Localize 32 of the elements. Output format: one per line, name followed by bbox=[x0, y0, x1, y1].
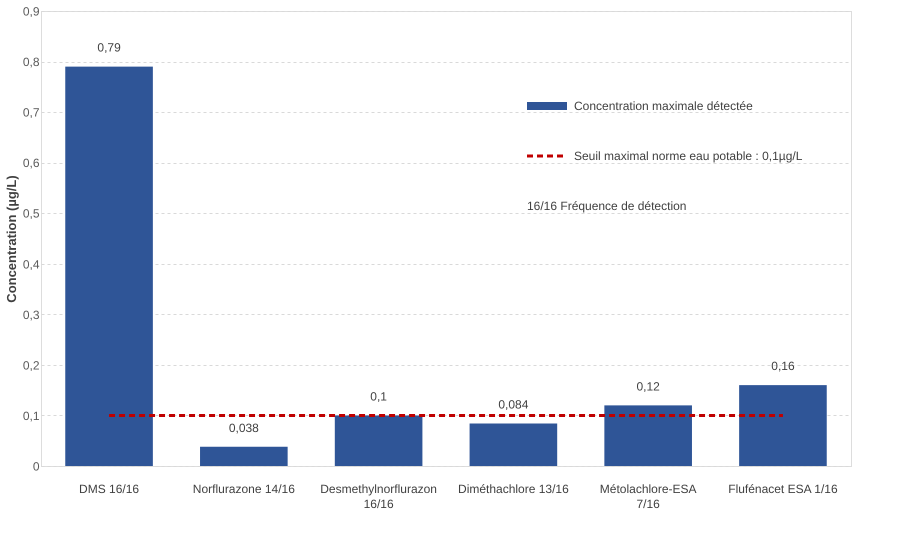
legend-label: Concentration maximale détectée bbox=[574, 99, 754, 113]
y-tick-label: 0,9 bbox=[22, 4, 40, 18]
data-label: 0,16 bbox=[771, 359, 795, 374]
annotation: 16/16 Fréquence de détection bbox=[527, 199, 686, 213]
y-tick-label: 0,5 bbox=[22, 206, 40, 221]
y-axis-title: Concentration (µg/L) bbox=[4, 175, 19, 303]
bar bbox=[470, 424, 558, 466]
bar bbox=[604, 405, 692, 466]
data-label: 0,038 bbox=[228, 420, 260, 435]
x-tick-label: Flufénacet ESA 1/16 bbox=[728, 482, 838, 496]
bar bbox=[739, 385, 827, 466]
legend-label: Seuil maximal norme eau potable : 0,1µg/L bbox=[574, 149, 803, 163]
y-tick-label: 0,6 bbox=[22, 156, 40, 170]
x-tick-label: Diméthachlore 13/16 bbox=[458, 482, 570, 496]
x-tick-label: Desmethylnorflurazon 16/16 bbox=[320, 482, 437, 511]
y-tick-label: 0 bbox=[32, 460, 40, 474]
y-tick-label: 0,7 bbox=[22, 106, 40, 120]
data-label: 0,084 bbox=[498, 398, 529, 412]
y-tick-label: 0,4 bbox=[22, 257, 40, 272]
y-tick-label: 0,2 bbox=[22, 358, 40, 372]
data-label: 0,79 bbox=[97, 40, 122, 55]
data-label: 0,1 bbox=[370, 389, 388, 404]
bar bbox=[200, 446, 288, 466]
bar bbox=[334, 415, 422, 466]
y-tick-label: 0,8 bbox=[22, 55, 40, 70]
bar bbox=[65, 66, 153, 466]
x-tick-label: Norflurazone 14/16 bbox=[192, 482, 296, 496]
y-tick-label: 0,1 bbox=[22, 408, 40, 423]
data-label: 0,12 bbox=[636, 379, 660, 394]
y-tick-label: 0,3 bbox=[22, 308, 40, 322]
x-tick-label: Métolachlore-ESA 7/16 bbox=[600, 482, 697, 511]
x-tick-label: DMS 16/16 bbox=[79, 482, 140, 496]
